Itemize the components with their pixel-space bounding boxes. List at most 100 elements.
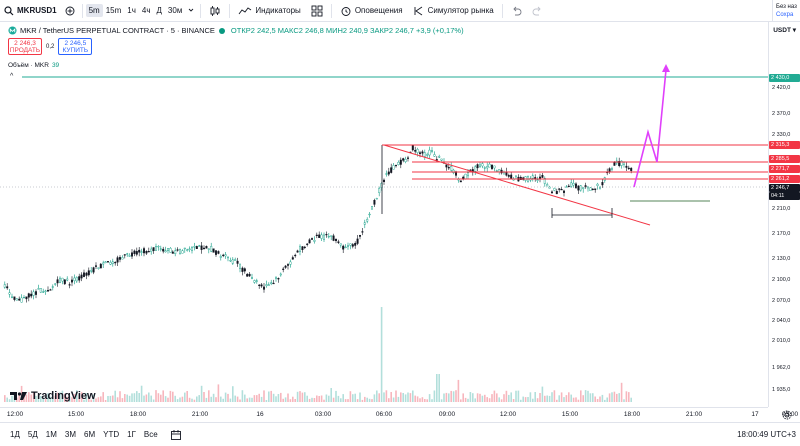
volume-bar (104, 400, 107, 402)
alerts-button[interactable]: Оповещения (335, 5, 408, 17)
candle-body (479, 164, 482, 168)
range-1d[interactable]: 1Д (10, 430, 20, 439)
volume-bar (476, 393, 479, 402)
candle-body (493, 165, 496, 169)
volume-bar (356, 399, 359, 402)
sell-button[interactable]: 2 246,3 ПРОДАТЬ (8, 38, 42, 55)
volume-bar (568, 392, 570, 402)
time-label: 03:00 (781, 411, 799, 418)
volume-bar (61, 390, 64, 402)
range-1m[interactable]: 1М (45, 430, 57, 439)
candle-body (291, 257, 294, 260)
volume-bar (445, 392, 448, 402)
candle-body (416, 149, 419, 153)
candle-body (97, 267, 100, 269)
volume-bar (613, 391, 616, 402)
timeframe-4h[interactable]: 4ч (141, 6, 151, 15)
gear-icon[interactable] (782, 410, 792, 420)
collapse-legend-icon[interactable]: ^ (10, 73, 14, 80)
candle-body (109, 262, 112, 265)
symbol-search[interactable]: MKRUSD1 (0, 0, 61, 22)
candle-body (435, 159, 438, 161)
volume-bar (66, 396, 68, 402)
undo-button[interactable] (506, 6, 527, 16)
volume-bar (402, 393, 404, 402)
range-3m[interactable]: 3М (64, 430, 76, 439)
redo-button[interactable] (527, 6, 548, 16)
candle-body (572, 182, 575, 186)
price-label: 2 170,0 (772, 231, 791, 237)
candle-body (306, 243, 309, 245)
volume-bar (599, 396, 601, 402)
layout-name[interactable]: Без наз Сохра (772, 0, 800, 22)
time-axis[interactable]: 12:00 15:00 18:00 21:00 16 03:00 06:00 0… (0, 407, 798, 422)
price-axis[interactable]: USDT ▾ 2 420,0 2 370,0 2 330,0 2 210,0 2… (768, 22, 800, 407)
candle-body (627, 167, 630, 170)
clock[interactable]: 18:00:49 UTC+3 (737, 430, 796, 439)
timeframe-dropdown[interactable] (185, 6, 197, 15)
compare-button[interactable] (61, 0, 79, 22)
currency-select[interactable]: USDT ▾ (773, 27, 796, 34)
price-chart[interactable] (0, 22, 768, 407)
volume-bar (560, 392, 563, 402)
chart-pane[interactable]: MKR / TetherUS PERPETUAL CONTRACT · 5 · … (0, 22, 768, 407)
candle-body (349, 243, 352, 246)
volume-bar (328, 395, 330, 402)
candle-body (78, 276, 81, 281)
candle-body (246, 273, 249, 277)
volume-bar (623, 399, 625, 402)
volume-bar (145, 394, 148, 402)
layout-save[interactable]: Сохра (776, 12, 794, 18)
top-toolbar: MKRUSD1 5m 15m 1ч 4ч Д 30м Индикаторы Оп… (0, 0, 800, 22)
volume-bar (109, 395, 112, 402)
candle-body (531, 175, 534, 179)
volume-bar (625, 391, 628, 402)
search-icon (4, 5, 14, 15)
price-label: 2 130,0 (772, 256, 791, 262)
timeframe-5m[interactable]: 5m (85, 4, 103, 17)
volume-bar (428, 394, 431, 402)
volume-bar (373, 394, 376, 402)
range-1y[interactable]: 1Г (127, 430, 136, 439)
timeframe-1h[interactable]: 1ч (127, 6, 136, 15)
candle-body (44, 290, 47, 292)
chart-legend: MKR / TetherUS PERPETUAL CONTRACT · 5 · … (8, 26, 464, 35)
candle-body (224, 254, 227, 257)
calendar-icon[interactable] (170, 429, 182, 441)
volume-bar (284, 397, 287, 402)
range-ytd[interactable]: YTD (103, 430, 120, 439)
volume-bar (131, 393, 133, 402)
candle-body (212, 248, 215, 253)
timeframe-15m[interactable]: 15m (105, 6, 122, 15)
candle-body (92, 267, 95, 273)
timeframe-1d[interactable]: Д (156, 6, 162, 15)
candle-body (85, 272, 88, 276)
volume-bar (155, 390, 157, 402)
volume-bar (541, 386, 544, 402)
candle-body (267, 284, 270, 286)
candle-body (66, 278, 69, 281)
replay-button[interactable]: Симулятор рынка (408, 5, 499, 17)
templates-button[interactable] (306, 5, 328, 17)
candle-body (320, 234, 323, 239)
volume-bar (8, 399, 11, 402)
candle-body (263, 286, 266, 290)
range-5d[interactable]: 5Д (27, 430, 38, 439)
range-all[interactable]: Все (143, 430, 158, 439)
volume-bar (616, 393, 618, 402)
indicators-button[interactable]: Индикаторы (233, 6, 305, 16)
price-label: 2 070,0 (772, 298, 791, 304)
buy-button[interactable]: 2 246,5 КУПИТЬ (58, 38, 93, 55)
volume-bar (388, 398, 390, 402)
range-6m[interactable]: 6М (84, 430, 96, 439)
volume-bar (508, 394, 510, 402)
volume-bar (503, 394, 505, 402)
candle-body (371, 206, 374, 210)
volume-bar (510, 392, 512, 402)
timeframe-30m[interactable]: 30м (167, 6, 183, 15)
chart-type-button[interactable] (204, 5, 226, 17)
candle-body (171, 251, 174, 254)
candle-body (190, 247, 193, 251)
last-price-tag: 2 246,7 (769, 184, 800, 192)
candle-body (445, 164, 448, 168)
